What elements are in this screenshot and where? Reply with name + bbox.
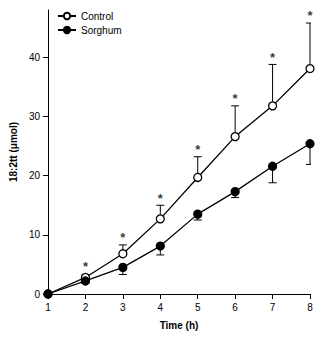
svg-text:5: 5	[195, 302, 201, 313]
svg-text:8: 8	[307, 302, 313, 313]
svg-text:2: 2	[83, 302, 89, 313]
svg-text:20: 20	[29, 170, 41, 181]
svg-text:6: 6	[232, 302, 238, 313]
svg-text:*: *	[233, 91, 239, 106]
svg-text:0: 0	[34, 289, 40, 300]
svg-text:18:2tt (μmol): 18:2tt (μmol)	[8, 122, 19, 182]
svg-text:*: *	[307, 8, 313, 23]
svg-text:7: 7	[270, 302, 276, 313]
svg-text:Control: Control	[81, 11, 113, 22]
svg-text:30: 30	[29, 111, 41, 122]
svg-text:*: *	[158, 191, 164, 206]
svg-text:3: 3	[120, 302, 126, 313]
svg-text:4: 4	[158, 302, 164, 313]
svg-text:40: 40	[29, 52, 41, 63]
svg-text:10: 10	[29, 229, 41, 240]
svg-text:1: 1	[45, 302, 51, 313]
svg-text:*: *	[83, 259, 89, 274]
svg-text:Time (h): Time (h)	[160, 320, 199, 331]
svg-text:*: *	[270, 50, 276, 65]
svg-text:*: *	[120, 230, 126, 245]
svg-text:Sorghum: Sorghum	[81, 25, 122, 36]
svg-text:*: *	[195, 142, 201, 157]
